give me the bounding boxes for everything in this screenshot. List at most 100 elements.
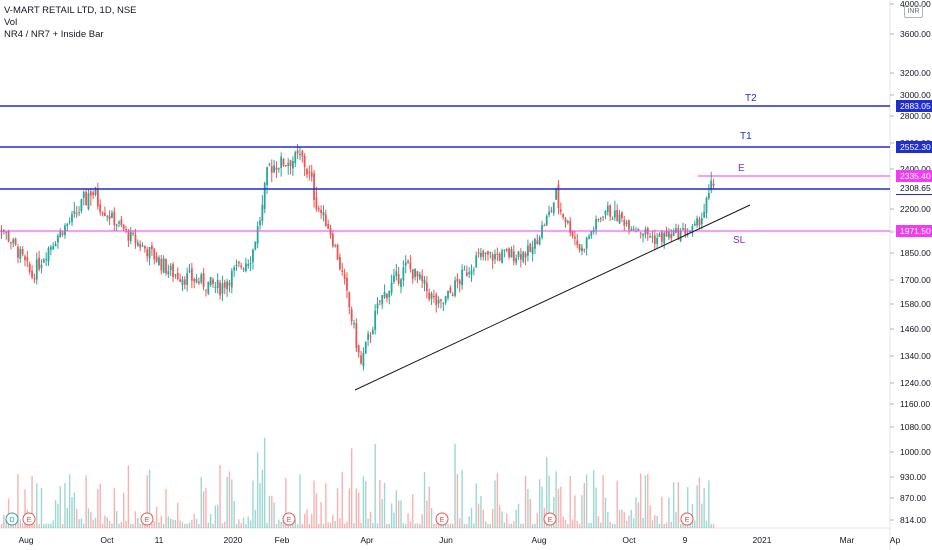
volume-bar [233, 500, 235, 528]
price-tick-label: 2400.00 [900, 164, 931, 174]
volume-bar [151, 523, 153, 528]
candle-body [402, 267, 405, 281]
candle-body [644, 229, 647, 235]
volume-bar [278, 519, 280, 528]
candle-body [313, 173, 315, 200]
volume-bar [61, 523, 64, 528]
volume-bar [43, 523, 45, 528]
volume-bar [644, 475, 647, 528]
level-label: T1 [740, 131, 752, 142]
earnings-marker[interactable] [543, 512, 557, 526]
candle-body [64, 225, 66, 236]
volume-bar [308, 523, 311, 528]
currency-badge[interactable]: INR [904, 5, 923, 18]
price-tick-label: 1460.00 [900, 324, 931, 334]
level-price-badge [896, 100, 932, 112]
time-axis[interactable]: Aug Oct 11 2020 Feb Apr Jun Aug Oct 9 2021 Mar Ap [18, 535, 900, 545]
candle-body [146, 249, 149, 257]
candle-body [447, 290, 449, 298]
volume-bar [597, 516, 600, 528]
volume-bar [604, 497, 607, 528]
candle-body [386, 294, 388, 299]
candle-body [686, 232, 689, 235]
trendline[interactable] [354, 204, 751, 391]
price-tick-label: 1580.00 [900, 299, 931, 309]
price-tick-label: 1850.00 [900, 248, 931, 258]
candle-body [287, 163, 290, 166]
candle-body [49, 246, 52, 250]
price-tick-label: 4000.00 [900, 0, 931, 9]
time-tick-label: 9 [683, 535, 688, 545]
symbol-title[interactable]: V-MART RETAIL LTD, 1D, NSE [4, 5, 137, 16]
earnings-marker[interactable] [282, 512, 296, 526]
volume-bar [87, 508, 90, 528]
candle-body [606, 205, 609, 213]
dividend-marker[interactable] [5, 512, 19, 526]
volume-bar [494, 480, 496, 528]
candle-body [411, 269, 414, 279]
volume-bar [421, 514, 423, 528]
candle-body [609, 205, 612, 217]
volume-bar [437, 521, 440, 528]
volume-bar [395, 490, 398, 528]
candle-body [252, 249, 254, 263]
earnings-marker[interactable] [140, 512, 154, 526]
volume-bar [520, 523, 522, 528]
candle-body [475, 255, 478, 268]
volume-bar [397, 500, 400, 528]
volume-bar [433, 523, 435, 528]
candle-body [707, 193, 710, 199]
volume-bar [581, 495, 583, 528]
candle-body [416, 271, 419, 277]
volume-bar [416, 523, 419, 528]
volume-bar [609, 521, 611, 528]
candle-body [555, 188, 558, 200]
volume-bar [484, 521, 487, 528]
candle-body [515, 258, 518, 263]
candle-body [618, 214, 621, 224]
candle-body [599, 218, 602, 220]
candle-body [190, 268, 193, 281]
candle-body [545, 215, 548, 226]
price-levels[interactable]: T2 T1 E SL [0, 93, 890, 246]
candle-body [463, 269, 466, 271]
volume-bar [679, 523, 682, 528]
volume-bar [5, 519, 7, 528]
earnings-marker[interactable] [22, 512, 36, 526]
volume-bar [548, 475, 550, 528]
volume-bar [571, 519, 574, 528]
trendline-segment[interactable] [354, 204, 751, 391]
volume-bar [468, 516, 470, 528]
volume-bar [569, 476, 571, 528]
volume-bar [303, 513, 306, 528]
volume-bar [353, 523, 355, 528]
price-badges: 2883.052552.302335.402245.051971.502308.… [896, 100, 932, 237]
candle-body [562, 213, 565, 218]
indicator-label[interactable]: NR4 / NR7 + Inside Bar [4, 29, 104, 40]
candle-body [510, 248, 513, 258]
earnings-marker[interactable] [435, 512, 449, 526]
candle-body [289, 160, 292, 167]
volume-bar [635, 497, 637, 528]
candle-body [341, 270, 344, 272]
price-axis[interactable]: 4000.003600.003200.003000.002800.002600.… [890, 0, 931, 525]
volume-bar [40, 487, 43, 528]
candle-body [35, 259, 38, 280]
volume-bar [249, 520, 252, 528]
candle-body [566, 221, 569, 223]
candle-body [59, 230, 62, 238]
volume-bar [268, 495, 271, 528]
level-price-text: 2335.40 [900, 171, 931, 181]
time-tick-label: Oct [622, 535, 636, 545]
volume-label[interactable]: Vol [4, 17, 18, 28]
candle-body [621, 212, 623, 219]
candle-body [564, 218, 567, 223]
volume-bar [327, 522, 329, 528]
candle-body [111, 212, 113, 218]
candle-body [331, 233, 334, 247]
candle-body [682, 228, 684, 230]
level-price-text: 2883.05 [900, 101, 931, 111]
earnings-marker[interactable] [680, 512, 694, 526]
